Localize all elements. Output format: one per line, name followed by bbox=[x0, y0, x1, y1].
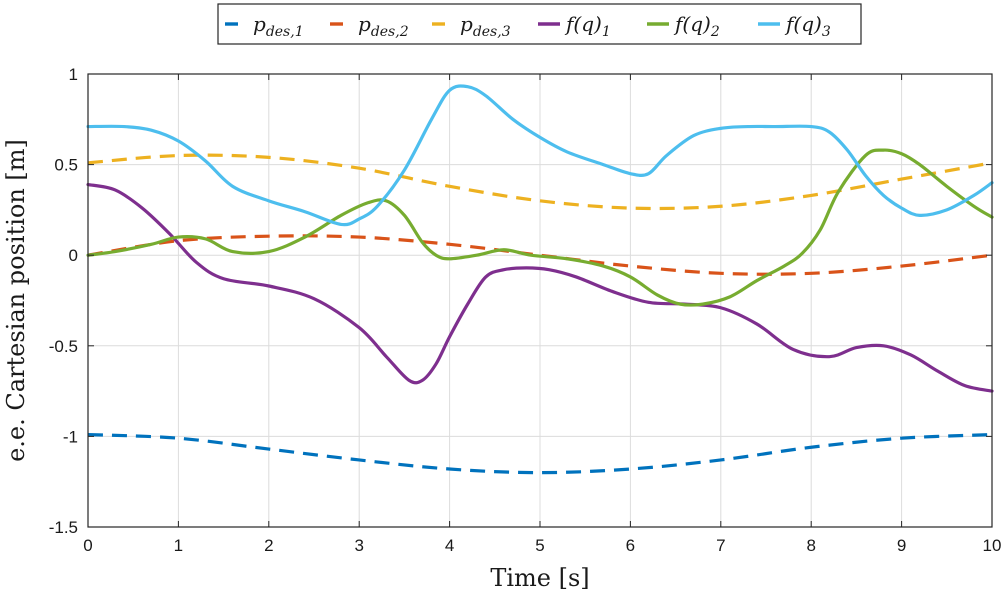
y-tick-label: 0 bbox=[69, 246, 78, 265]
x-tick-label: 3 bbox=[354, 536, 363, 555]
series-line-4 bbox=[86, 182, 994, 393]
y-axis-label: e.e. Cartesian position [m] bbox=[2, 139, 30, 462]
y-tick-label: 1 bbox=[69, 65, 78, 84]
series-line-6 bbox=[86, 84, 994, 227]
x-tick-label: 6 bbox=[626, 536, 635, 555]
series-line-2 bbox=[87, 234, 993, 276]
x-tick-label: 10 bbox=[983, 536, 1002, 555]
series-line-5 bbox=[86, 148, 994, 307]
tick-labels: 0 1 2 3 4 5 6 7 8 9 10 -1.5 -1 -0.5 0 0.5 1 bbox=[49, 65, 1002, 555]
legend-label: f(q)1 bbox=[564, 12, 611, 40]
x-tick-label: 5 bbox=[535, 536, 544, 555]
x-tick-label: 7 bbox=[716, 536, 725, 555]
y-tick-label: 0.5 bbox=[54, 156, 78, 175]
series-line-1 bbox=[87, 432, 993, 475]
legend-label: pdes,1 bbox=[253, 12, 304, 40]
x-tick-label: 4 bbox=[445, 536, 454, 555]
x-axis-label: Time [s] bbox=[490, 564, 589, 592]
grid-lines bbox=[87, 73, 993, 528]
x-tick-label: 0 bbox=[83, 536, 92, 555]
legend-label: f(q)3 bbox=[784, 12, 831, 40]
y-tick-label: -1.5 bbox=[49, 518, 78, 537]
y-tick-label: -0.5 bbox=[49, 337, 78, 356]
x-tick-label: 9 bbox=[897, 536, 906, 555]
x-tick-label: 8 bbox=[806, 536, 815, 555]
legend-label: pdes,2 bbox=[358, 12, 409, 40]
x-tick-label: 2 bbox=[264, 536, 273, 555]
legend-label: f(q)2 bbox=[673, 12, 720, 40]
y-tick-label: -1 bbox=[63, 427, 78, 446]
series-lines bbox=[86, 84, 994, 475]
x-tick-label: 1 bbox=[174, 536, 183, 555]
legend-label: pdes,3 bbox=[460, 12, 511, 40]
legend: pdes,1 pdes,2 pdes,3 f(q)1 f(q)2 f(q)3 bbox=[217, 3, 862, 45]
